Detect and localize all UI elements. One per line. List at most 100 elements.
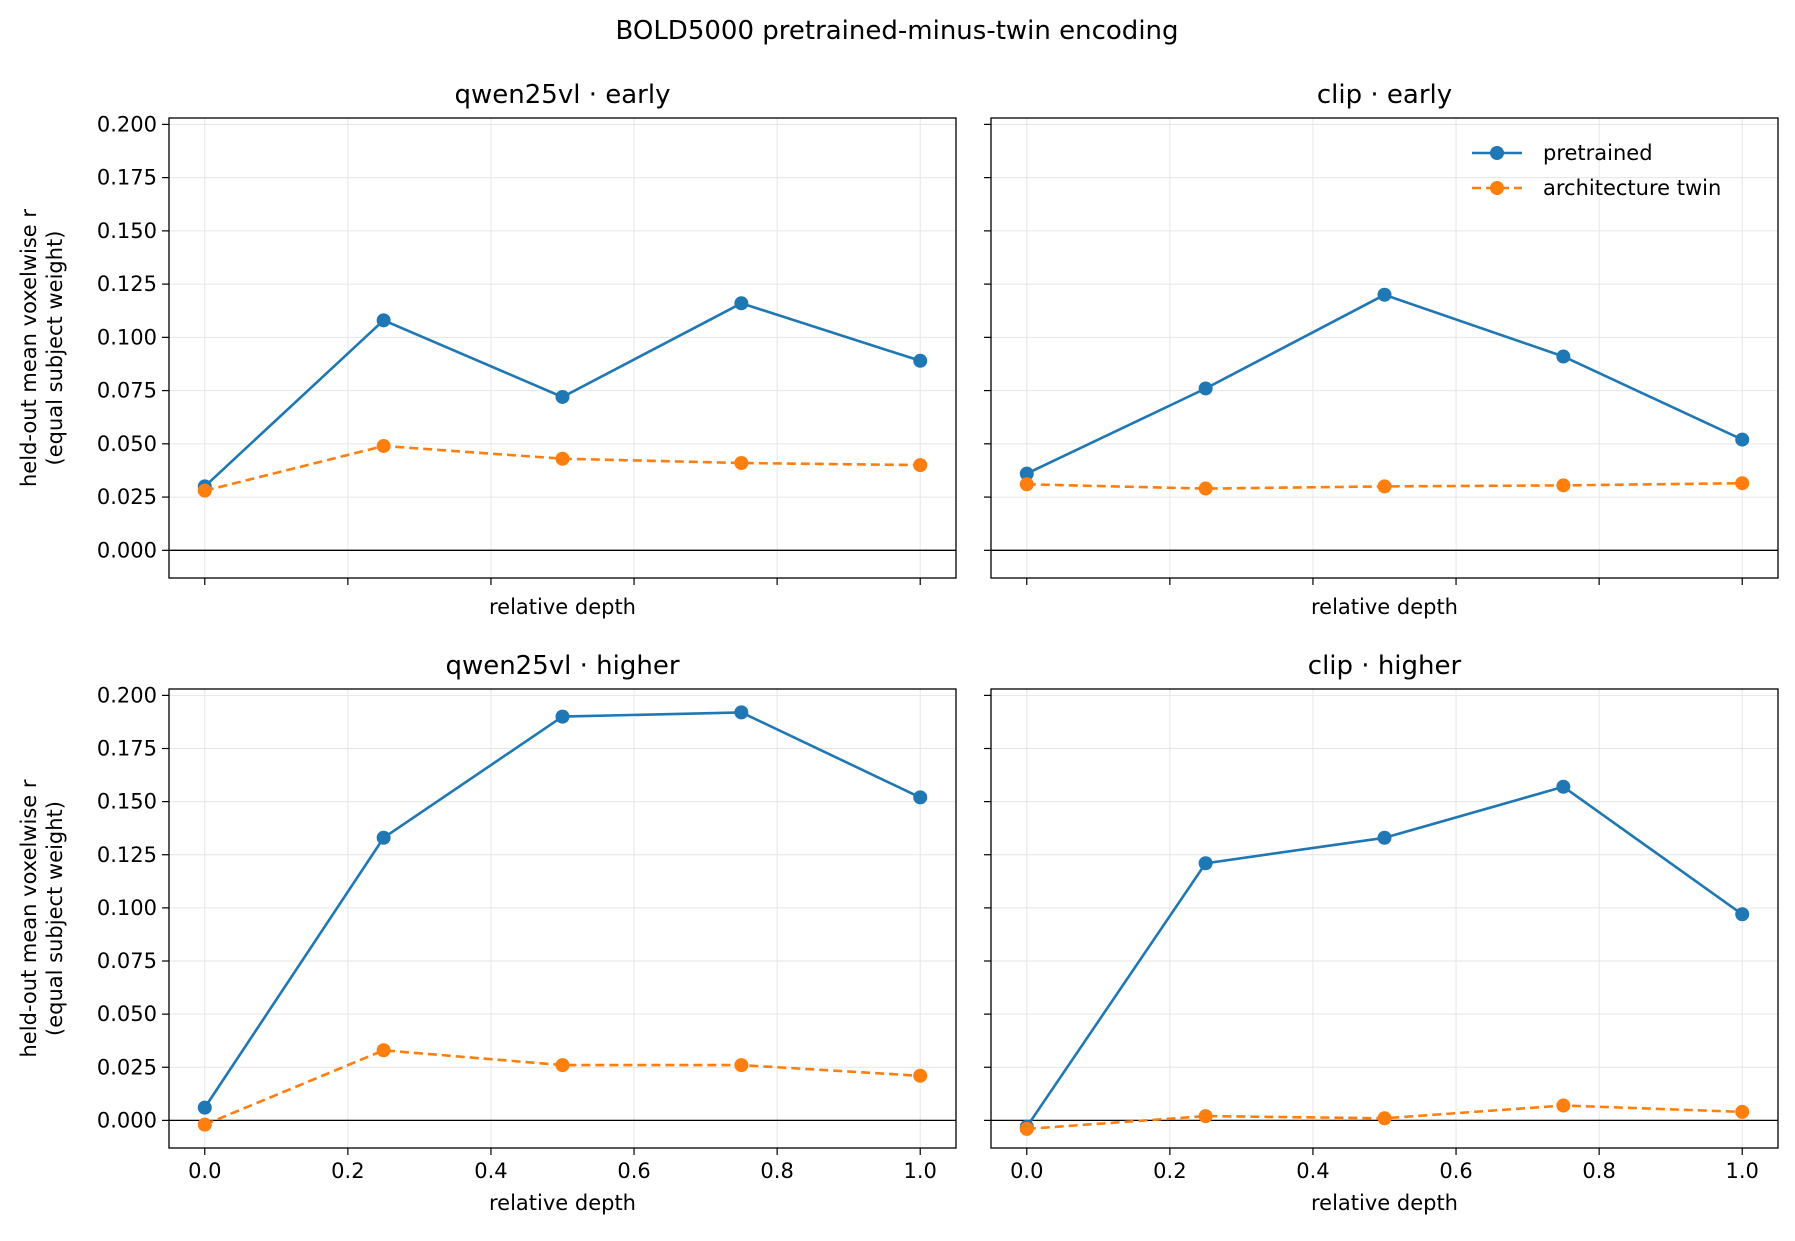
data-point-twin bbox=[376, 438, 391, 453]
y-tick-label: 0.200 bbox=[97, 112, 157, 136]
series-line-pretrained bbox=[203, 711, 921, 1109]
x-tick-label: 0.0 bbox=[1010, 1159, 1043, 1183]
x-axis-label: relative depth bbox=[1311, 595, 1458, 619]
legend-marker bbox=[1490, 146, 1504, 160]
data-point-twin bbox=[1735, 1104, 1750, 1119]
x-tick-label: 0.6 bbox=[617, 1159, 650, 1183]
x-tick-label: 0.6 bbox=[1439, 1159, 1472, 1183]
data-point-pretrained bbox=[913, 790, 928, 805]
data-point-pretrained bbox=[734, 296, 749, 311]
data-point-pretrained bbox=[1198, 381, 1213, 396]
x-tick-label: 0.4 bbox=[474, 1159, 507, 1183]
data-point-twin bbox=[1377, 479, 1392, 494]
y-tick-label: 0.125 bbox=[97, 272, 157, 296]
axes-frame bbox=[990, 688, 1779, 1149]
y-tick-label: 0.100 bbox=[97, 325, 157, 349]
data-point-pretrained bbox=[376, 830, 391, 845]
x-tick-label: 1.0 bbox=[904, 1159, 937, 1183]
y-tick-label: 0.150 bbox=[97, 219, 157, 243]
x-tick-label: 0.0 bbox=[188, 1159, 221, 1183]
data-point-twin bbox=[197, 483, 212, 498]
data-point-twin bbox=[555, 1058, 570, 1073]
y-tick-label: 0.175 bbox=[97, 166, 157, 190]
data-point-twin bbox=[1019, 477, 1034, 492]
data-point-pretrained bbox=[1198, 856, 1213, 871]
chart-panel-2: clip · early relative depth pretrained arch… bbox=[984, 80, 1779, 619]
data-point-pretrained bbox=[1377, 830, 1392, 845]
data-point-pretrained bbox=[555, 389, 570, 404]
axes-frame bbox=[168, 117, 957, 579]
x-tick-label: 0.4 bbox=[1296, 1159, 1329, 1183]
data-point-twin bbox=[913, 1068, 928, 1083]
x-axis-label: relative depth bbox=[489, 1191, 636, 1215]
series-line-twin bbox=[204, 444, 921, 492]
data-point-pretrained bbox=[555, 709, 570, 724]
y-tick-label: 0.200 bbox=[97, 683, 157, 707]
y-tick-label: 0.175 bbox=[97, 737, 157, 761]
data-point-twin bbox=[1377, 1111, 1392, 1126]
y-tick-label: 0.000 bbox=[97, 538, 157, 562]
axes-frame bbox=[168, 688, 957, 1149]
data-point-pretrained bbox=[734, 705, 749, 720]
y-tick-label: 0.075 bbox=[97, 379, 157, 403]
y-tick-label: 0.125 bbox=[97, 843, 157, 867]
chart-panel-3: 0.0 0.2 0.4 0.6 0.8 1.0 0.000 0.025 0.050 0.075 0.… bbox=[17, 651, 957, 1215]
data-point-pretrained bbox=[1735, 907, 1750, 922]
series-line-twin bbox=[204, 1048, 921, 1126]
x-axis-label: relative depth bbox=[489, 595, 636, 619]
chart-panel-1: 0.000 0.025 0.050 0.075 0.100 0.125 0.150 0.175… bbox=[17, 80, 957, 619]
data-point-twin bbox=[1198, 1109, 1213, 1124]
y-tick-label: 0.050 bbox=[97, 1002, 157, 1026]
data-point-twin bbox=[197, 1117, 212, 1132]
x-tick-label: 1.0 bbox=[1726, 1159, 1759, 1183]
data-point-twin bbox=[376, 1043, 391, 1058]
x-tick-label: 0.8 bbox=[1582, 1159, 1615, 1183]
data-point-twin bbox=[555, 451, 570, 466]
axes-frame bbox=[990, 117, 1779, 579]
data-point-pretrained bbox=[197, 1100, 212, 1115]
x-tick-label: 0.2 bbox=[331, 1159, 364, 1183]
panels: 0.000 0.025 0.050 0.075 0.100 0.125 0.150 0.175… bbox=[17, 80, 1779, 1215]
x-tick-label: 0.2 bbox=[1153, 1159, 1186, 1183]
series-line-pretrained bbox=[1026, 293, 1743, 475]
x-tick-label: 0.8 bbox=[760, 1159, 793, 1183]
data-point-pretrained bbox=[1556, 349, 1571, 364]
data-point-pretrained bbox=[1019, 466, 1034, 481]
panel-title: qwen25vl · early bbox=[455, 80, 671, 110]
data-point-twin bbox=[1198, 481, 1213, 496]
legend-label: architecture twin bbox=[1543, 176, 1721, 200]
data-point-twin bbox=[1735, 476, 1750, 491]
y-tick-label: 0.025 bbox=[97, 1055, 157, 1079]
figure-title: BOLD5000 pretrained-minus-twin encoding bbox=[615, 16, 1178, 46]
data-point-pretrained bbox=[376, 313, 391, 328]
legend: pretrained architecture twin bbox=[1472, 141, 1721, 200]
y-tick-label: 0.100 bbox=[97, 896, 157, 920]
y-axis-label: held-out mean voxelwise r bbox=[17, 779, 41, 1057]
data-point-pretrained bbox=[1735, 432, 1750, 447]
legend-marker bbox=[1490, 181, 1504, 195]
data-point-pretrained bbox=[913, 353, 928, 368]
data-point-twin bbox=[913, 458, 928, 473]
data-point-pretrained bbox=[1556, 779, 1571, 794]
data-point-twin bbox=[734, 1058, 749, 1073]
panel-title: qwen25vl · higher bbox=[445, 651, 679, 681]
y-axis-label: (equal subject weight) bbox=[43, 801, 67, 1036]
x-axis-label: relative depth bbox=[1311, 1191, 1458, 1215]
chart-panel-4: 0.0 0.2 0.4 0.6 0.8 1.0 clip · higher relative … bbox=[984, 651, 1779, 1215]
legend-label: pretrained bbox=[1543, 141, 1653, 165]
y-tick-label: 0.075 bbox=[97, 949, 157, 973]
panel-title: clip · higher bbox=[1308, 651, 1462, 681]
data-point-twin bbox=[734, 456, 749, 470]
y-tick-label: 0.150 bbox=[97, 790, 157, 814]
data-point-pretrained bbox=[1377, 287, 1392, 302]
panel-title: clip · early bbox=[1317, 80, 1452, 110]
y-axis-label: (equal subject weight) bbox=[43, 231, 67, 466]
y-tick-label: 0.050 bbox=[97, 432, 157, 456]
data-point-twin bbox=[1019, 1121, 1034, 1136]
y-tick-label: 0.000 bbox=[97, 1108, 157, 1132]
y-axis-label: held-out mean voxelwise r bbox=[17, 209, 41, 487]
data-point-twin bbox=[1556, 478, 1571, 493]
data-point-twin bbox=[1556, 1098, 1571, 1113]
y-tick-label: 0.025 bbox=[97, 485, 157, 509]
